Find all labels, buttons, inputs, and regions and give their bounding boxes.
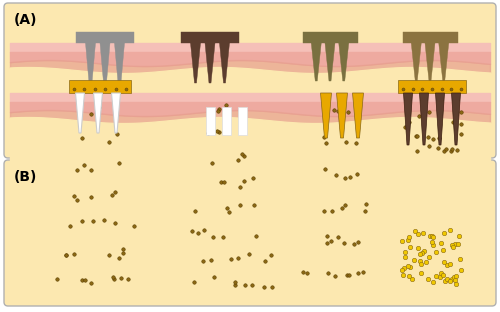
- Polygon shape: [336, 93, 347, 138]
- Polygon shape: [325, 43, 335, 81]
- Polygon shape: [404, 93, 412, 145]
- Polygon shape: [112, 93, 120, 133]
- Polygon shape: [439, 43, 449, 81]
- Polygon shape: [352, 93, 364, 138]
- Bar: [206, 107, 214, 135]
- Polygon shape: [420, 93, 428, 145]
- Polygon shape: [311, 43, 321, 81]
- Polygon shape: [411, 43, 421, 81]
- Polygon shape: [86, 43, 96, 88]
- Polygon shape: [100, 43, 110, 88]
- Polygon shape: [76, 93, 84, 133]
- Bar: [302, 32, 358, 43]
- Polygon shape: [436, 93, 444, 145]
- Text: (A): (A): [14, 13, 38, 27]
- Bar: [402, 32, 458, 43]
- Text: (B): (B): [14, 170, 38, 184]
- Bar: [69, 80, 131, 93]
- FancyBboxPatch shape: [4, 3, 496, 158]
- Polygon shape: [339, 43, 349, 81]
- Bar: [398, 80, 466, 93]
- Polygon shape: [320, 93, 332, 138]
- Polygon shape: [220, 43, 230, 83]
- Bar: [76, 32, 134, 43]
- Polygon shape: [114, 43, 124, 88]
- Bar: [238, 107, 246, 135]
- Polygon shape: [205, 43, 215, 83]
- Polygon shape: [452, 93, 460, 145]
- Polygon shape: [190, 43, 200, 83]
- Bar: [222, 107, 230, 135]
- Bar: [181, 32, 239, 43]
- FancyBboxPatch shape: [4, 160, 496, 306]
- Polygon shape: [94, 93, 102, 133]
- Polygon shape: [425, 43, 435, 81]
